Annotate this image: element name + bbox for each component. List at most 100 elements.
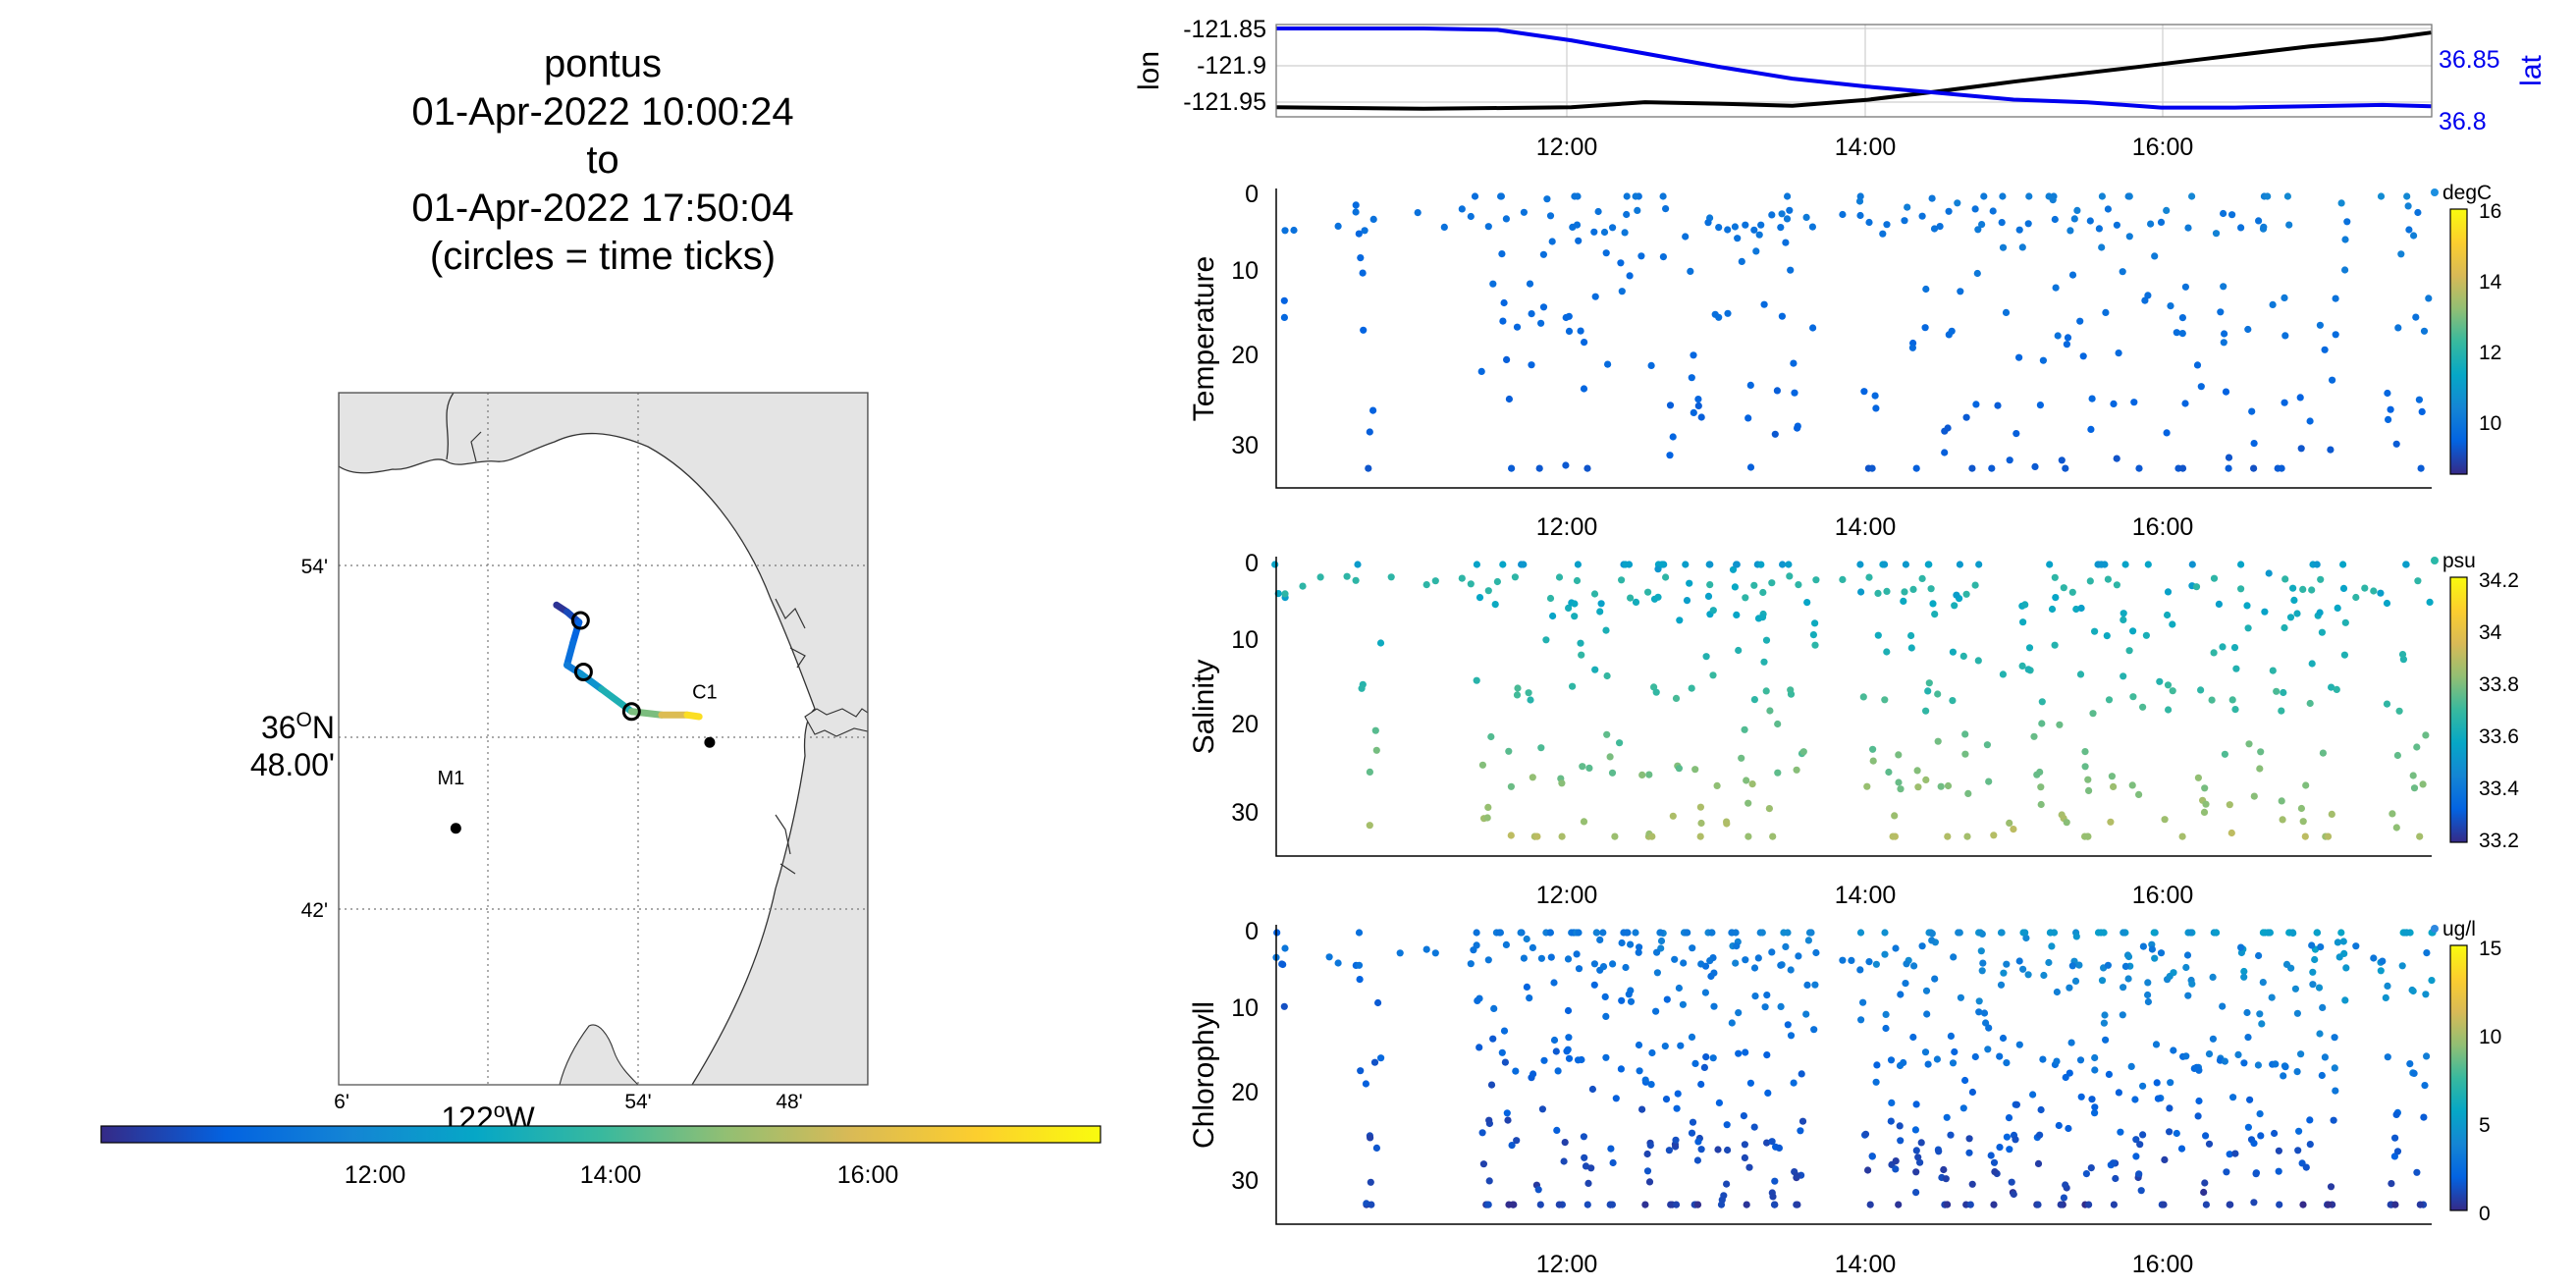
profile-point: [1281, 227, 1289, 235]
temperature-panel: 0 10 20 30 Temperature 12:00 14:00 16:00…: [1188, 181, 2502, 541]
profile-point: [2205, 1050, 2214, 1058]
map-lat-label: 36ON: [261, 709, 335, 745]
profile-point: [2144, 997, 2152, 1006]
profile-point: [1622, 963, 1630, 972]
profile-point: [2182, 1052, 2190, 1060]
profile-point: [1489, 1035, 1497, 1043]
profile-point: [2048, 942, 2056, 950]
profile-point: [1974, 657, 1982, 665]
profile-point: [1690, 351, 1697, 359]
profile-point: [1912, 1189, 1920, 1197]
profile-point: [1588, 1085, 1596, 1094]
profile-point: [1476, 1044, 1483, 1051]
profile-point: [1694, 396, 1702, 403]
profile-point: [2403, 929, 2411, 937]
profile-point: [1513, 323, 1522, 331]
profile-point: [1750, 226, 1758, 234]
profile-point: [2058, 456, 2066, 464]
profile-point: [2024, 666, 2032, 673]
profile-point: [2382, 993, 2389, 1002]
profile-point: [1999, 243, 2008, 251]
salinity-ytick: 10: [1231, 626, 1259, 654]
profile-point: [2164, 681, 2173, 689]
temperature-ytick: 20: [1231, 342, 1259, 369]
profile-point: [2021, 929, 2029, 937]
profile-point: [1720, 1192, 1728, 1200]
profile-point: [2299, 818, 2307, 826]
temperature-xtick: 16:00: [2132, 513, 2194, 541]
profile-point: [1558, 832, 1566, 840]
profile-point: [1762, 636, 1771, 644]
profile-point: [1787, 1032, 1796, 1040]
profile-point: [2148, 945, 2156, 953]
profile-point: [1908, 344, 1916, 351]
profile-point: [1770, 1201, 1779, 1208]
profile-point: [1677, 1042, 1685, 1049]
profile-point: [1523, 983, 1530, 992]
profile-point: [1957, 288, 1964, 295]
profile-point: [2130, 399, 2138, 406]
profile-point: [2015, 957, 2023, 965]
profile-point: [1526, 994, 1533, 1002]
profile-point: [1706, 561, 1714, 568]
profile-point: [2341, 236, 2349, 243]
profile-point: [1565, 312, 1573, 320]
profile-point: [1809, 631, 1817, 639]
profile-point: [1280, 313, 1288, 321]
profile-point: [2178, 330, 2186, 338]
profile-point: [2201, 784, 2209, 792]
profile-point: [2068, 271, 2077, 279]
profile-point: [1648, 1048, 1656, 1057]
profile-point: [1618, 996, 1626, 1004]
profile-point: [1370, 1058, 1379, 1066]
profile-point: [2321, 346, 2329, 353]
profile-point: [1999, 192, 2007, 200]
salinity-ylabel: Salinity: [1188, 660, 1220, 755]
profile-point: [2006, 819, 2013, 828]
profile-point: [1931, 975, 1939, 983]
profile-point: [1688, 1033, 1696, 1041]
profile-point: [2404, 202, 2412, 210]
profile-point: [1271, 561, 1279, 568]
lon-ylabel: lon: [1133, 51, 1165, 90]
profile-point: [2000, 969, 2008, 977]
profile-point: [2085, 1201, 2093, 1208]
profile-point: [1741, 1154, 1748, 1161]
profile-point: [1571, 613, 1579, 620]
map-title: pontus 01-Apr-2022 10:00:24 to 01-Apr-20…: [411, 42, 793, 278]
profile-point: [1387, 573, 1395, 581]
title-glider: pontus: [544, 42, 662, 85]
profile-point: [2010, 1190, 2017, 1199]
profile-point: [1553, 1126, 1561, 1134]
profile-point: [2275, 1147, 2282, 1154]
profile-point: [2426, 598, 2434, 607]
profile-point: [2091, 1109, 2099, 1117]
profile-point: [2246, 1096, 2254, 1103]
profile-point: [1839, 210, 1847, 219]
profile-point: [1674, 1090, 1682, 1098]
profile-point: [1691, 766, 1699, 774]
profile-point: [2098, 192, 2106, 200]
track-segment: [627, 708, 666, 719]
profile-point: [1922, 707, 1930, 715]
profile-point: [1892, 1157, 1900, 1165]
profile-point: [1765, 805, 1773, 813]
profile-point: [2334, 939, 2341, 946]
profile-point: [1509, 1201, 1517, 1208]
profile-point: [1352, 576, 1360, 584]
profile-point: [1638, 771, 1646, 779]
profile-point: [1812, 948, 1820, 957]
profile-point: [2281, 623, 2288, 632]
lon-ytick: -121.85: [1183, 16, 1266, 43]
profile-point: [2178, 832, 2186, 840]
profile-point: [2104, 961, 2112, 969]
profile-point: [2327, 1183, 2335, 1191]
salinity-xtick: 12:00: [1536, 882, 1598, 909]
profile-point: [2210, 574, 2219, 582]
profile-point: [1889, 832, 1897, 840]
profile-point: [1366, 822, 1373, 830]
profile-point: [2269, 667, 2277, 674]
chlorophyll-cbar-tick: 15: [2479, 938, 2501, 960]
profile-point: [1652, 1007, 1660, 1015]
profile-point: [1887, 1117, 1895, 1125]
